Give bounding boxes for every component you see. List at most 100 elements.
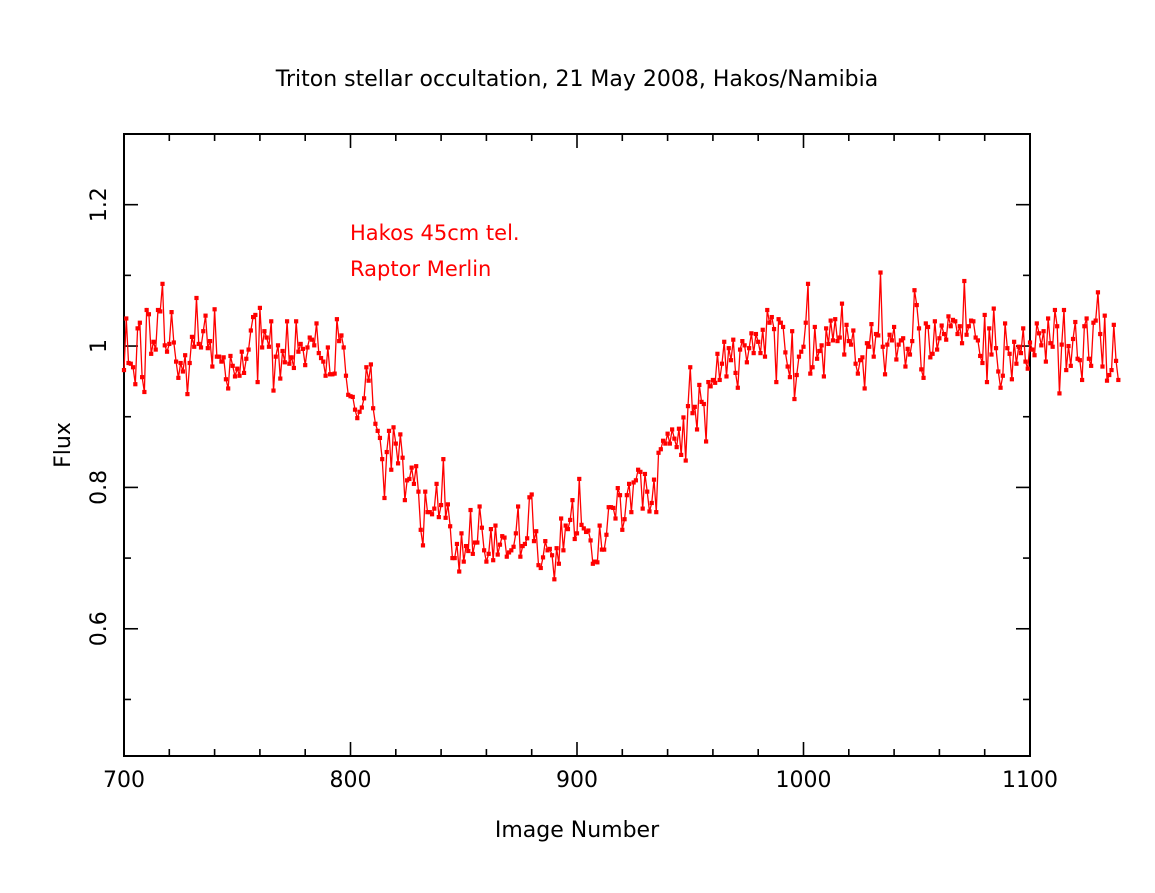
data-point (495, 552, 500, 557)
data-point (121, 367, 127, 373)
data-point (237, 373, 242, 378)
data-point (919, 367, 924, 372)
data-point (180, 369, 185, 374)
data-point (672, 436, 677, 441)
data-point (228, 353, 233, 359)
data-point (570, 498, 575, 503)
data-point (543, 539, 548, 544)
data-point (520, 543, 525, 549)
data-point (287, 361, 292, 366)
data-point (1041, 329, 1046, 334)
data-point (753, 331, 759, 337)
data-point (389, 467, 394, 472)
data-point (670, 427, 675, 432)
data-point (814, 356, 820, 361)
data-point (821, 374, 826, 379)
data-point (128, 361, 133, 366)
data-point (291, 365, 296, 371)
data-point (937, 336, 942, 341)
data-point (882, 372, 888, 377)
data-point (178, 360, 183, 366)
data-point (289, 355, 294, 360)
data-point (824, 326, 829, 331)
data-point (407, 476, 412, 482)
data-point (339, 333, 344, 338)
data-point (189, 334, 195, 339)
data-point (219, 359, 224, 364)
data-point (158, 309, 163, 314)
data-point (742, 343, 747, 348)
data-point (987, 326, 992, 331)
data-point (932, 319, 937, 324)
data-point (538, 565, 543, 571)
data-point (674, 445, 679, 450)
data-point (620, 527, 625, 532)
data-point (810, 365, 815, 370)
data-point (368, 362, 373, 367)
data-point (982, 312, 987, 318)
data-point (774, 379, 779, 385)
data-point (871, 354, 876, 359)
data-point (373, 421, 378, 426)
data-point (778, 320, 783, 325)
data-point (1014, 361, 1019, 366)
data-point (733, 370, 738, 375)
data-point (905, 346, 910, 351)
data-point (1007, 351, 1012, 356)
data-point (427, 510, 432, 515)
data-point (611, 505, 616, 511)
data-point (1009, 377, 1014, 382)
data-point (839, 301, 845, 306)
data-point (443, 515, 448, 520)
data-point (241, 370, 247, 375)
data-point (357, 409, 362, 414)
data-point (887, 332, 892, 337)
data-point (316, 351, 321, 356)
data-point (185, 392, 190, 397)
data-point (950, 317, 956, 322)
data-point (300, 346, 306, 351)
data-point (996, 369, 1001, 374)
data-point (559, 516, 564, 521)
data-point (384, 449, 389, 455)
data-point (350, 394, 355, 400)
data-point (969, 318, 974, 323)
data-point (366, 378, 371, 383)
data-point (928, 355, 933, 360)
data-point (912, 288, 917, 293)
data-point (477, 504, 482, 509)
data-point (568, 517, 573, 523)
data-point (588, 538, 593, 543)
data-point (1061, 307, 1067, 313)
data-point (830, 338, 836, 343)
data-point (941, 331, 947, 337)
data-point (409, 465, 414, 470)
data-point (796, 354, 802, 359)
data-point (493, 523, 498, 528)
data-point (269, 319, 274, 324)
data-point (959, 341, 965, 346)
data-point (364, 365, 369, 370)
data-point (647, 509, 652, 514)
data-point (273, 354, 278, 359)
data-point (140, 375, 145, 380)
data-point (867, 344, 872, 349)
chart-title: Triton stellar occultation, 21 May 2008,… (275, 67, 879, 92)
data-point (312, 343, 317, 348)
y-tick-label: 0.8 (87, 470, 112, 505)
data-point (307, 335, 312, 340)
data-point (606, 505, 611, 510)
data-point (1109, 367, 1114, 373)
data-point (1032, 353, 1037, 358)
data-point (549, 553, 555, 558)
data-point (1039, 343, 1044, 348)
data-point (452, 555, 457, 561)
data-point (434, 481, 439, 486)
data-point (516, 504, 521, 509)
data-point (1064, 367, 1069, 373)
data-point (534, 529, 539, 534)
data-point (790, 329, 795, 334)
data-point (785, 364, 790, 369)
data-point (833, 317, 838, 322)
